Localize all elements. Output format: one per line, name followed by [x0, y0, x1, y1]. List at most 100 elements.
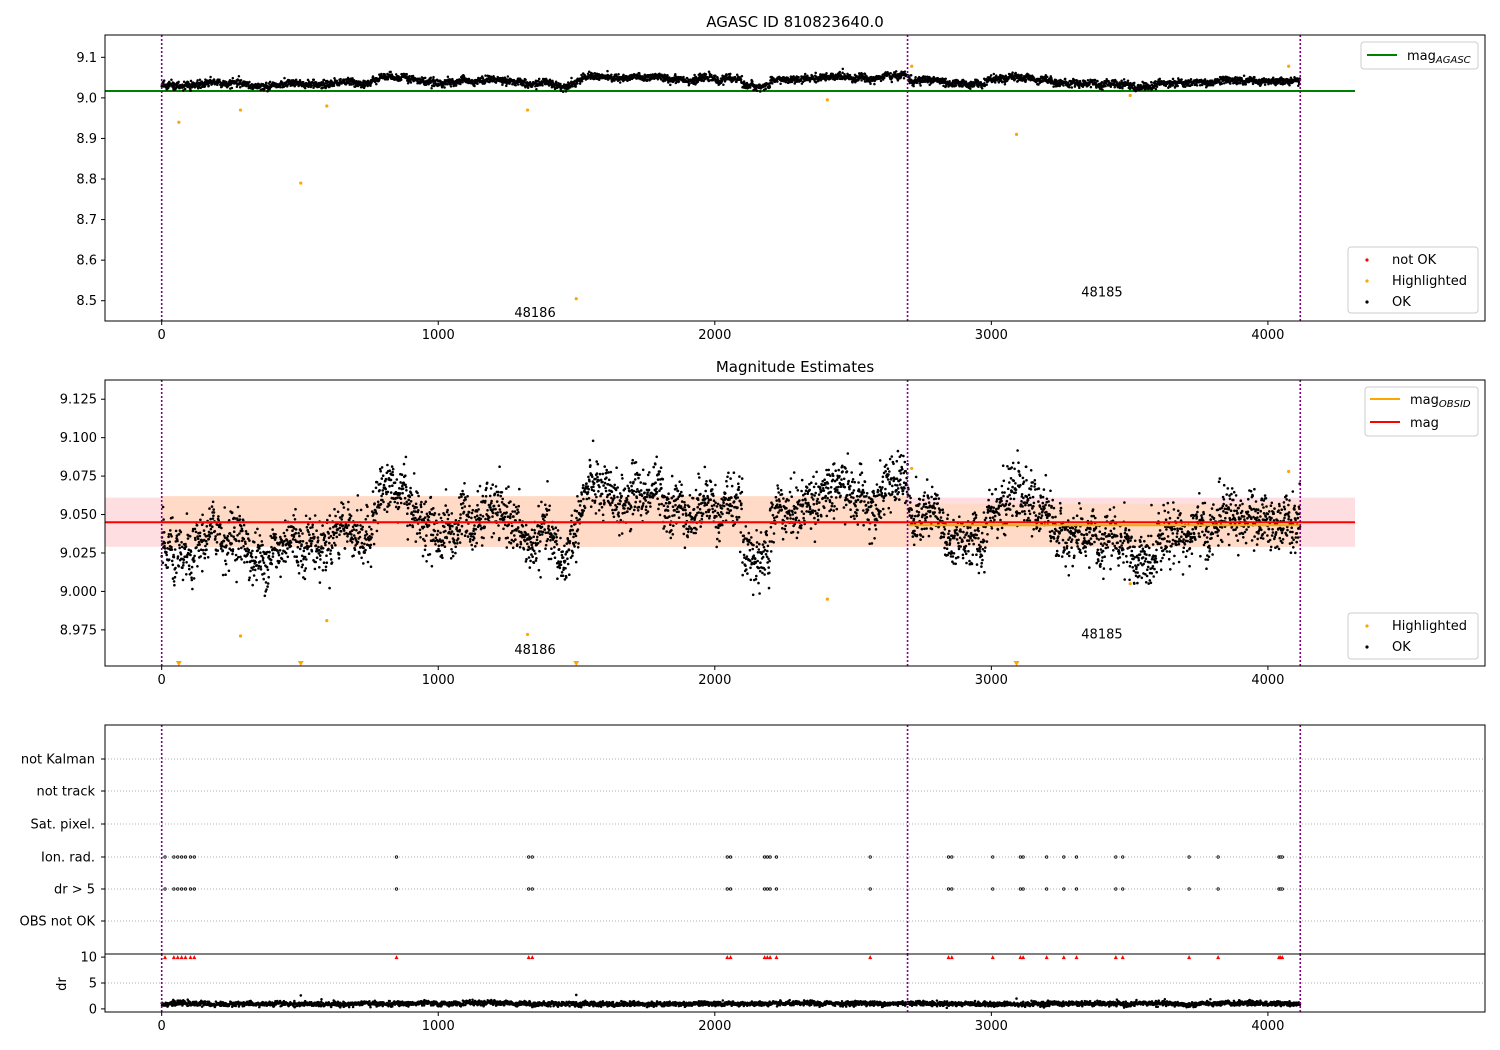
ok-point [270, 562, 274, 566]
ok-point [210, 505, 214, 508]
ok-point [360, 528, 364, 531]
ok-point [216, 523, 219, 527]
ok-point [305, 558, 308, 561]
ok-point [992, 72, 996, 76]
ok-point [526, 86, 530, 89]
ok-point [347, 500, 350, 504]
ok-point [301, 540, 305, 543]
highlighted-point [1014, 132, 1019, 136]
ok-point [187, 564, 191, 567]
ok-point [316, 536, 320, 539]
ok-point [286, 555, 290, 559]
ok-point [704, 73, 708, 76]
ok-point [238, 86, 242, 89]
ok-point [382, 483, 386, 487]
ok-point [226, 534, 230, 538]
ok-point [1096, 80, 1099, 83]
ok-point [386, 77, 390, 80]
highlighted-point [325, 104, 329, 108]
ok-point [212, 514, 215, 518]
ok-point [574, 85, 577, 88]
ok-point [362, 546, 365, 550]
ok-point [1122, 78, 1126, 81]
obsid-label-48186: 48186 [514, 306, 555, 321]
ok-point [176, 539, 179, 543]
ok-point [380, 72, 383, 76]
ok-point [224, 559, 227, 563]
ok-point [189, 79, 193, 83]
ok-point [954, 84, 958, 87]
ok-point [223, 506, 226, 509]
ok-point [1176, 84, 1179, 88]
ok-point [307, 545, 311, 548]
ok-point [253, 568, 257, 572]
ok-point [274, 536, 278, 539]
x-tick-label: 4000 [1251, 328, 1284, 343]
ok-point [366, 514, 370, 518]
ok-point [322, 561, 326, 564]
ok-point [722, 83, 725, 87]
ok-point [201, 548, 205, 552]
ok-point [666, 74, 669, 77]
ok-point [372, 542, 376, 546]
ok-point [1180, 78, 1183, 81]
ok-point [324, 568, 328, 572]
ok-point [894, 70, 898, 73]
ok-point [729, 72, 732, 76]
ok-point [165, 553, 168, 557]
ok-point [399, 78, 403, 81]
ok-point [688, 82, 691, 86]
ok-point [334, 514, 337, 518]
ok-point [334, 543, 337, 547]
ok-point [259, 551, 262, 554]
x-tick-label: 0 [158, 328, 166, 343]
ok-point [191, 587, 194, 591]
ok-point [218, 78, 221, 81]
ok-point [1171, 84, 1175, 87]
ok-point [297, 531, 300, 535]
ok-point [227, 539, 230, 543]
ok-point [338, 533, 341, 536]
ok-point [193, 559, 196, 562]
ok-point [207, 530, 211, 534]
ok-point [188, 535, 192, 538]
legend-label-main: mag [1407, 49, 1436, 64]
ok-point [247, 578, 251, 582]
ok-point [182, 80, 186, 83]
ok-point [282, 531, 286, 535]
ok-point [263, 88, 266, 91]
ok-point [379, 482, 382, 486]
ok-point [299, 539, 302, 543]
ok-point [371, 533, 374, 536]
ok-point [350, 541, 354, 544]
ok-point [1078, 79, 1082, 83]
ok-point [170, 535, 173, 538]
ok-point [198, 531, 202, 535]
ok-point [232, 535, 235, 538]
ok-point [204, 539, 208, 543]
ok-point [176, 555, 180, 558]
ok-point [174, 566, 177, 570]
ok-point [606, 69, 609, 73]
ok-point [235, 580, 238, 584]
ok-point [262, 561, 266, 564]
highlighted-point [574, 297, 578, 301]
ok-point [335, 535, 339, 539]
ok-point [890, 80, 894, 84]
ok-point [177, 565, 181, 568]
ok-point [198, 534, 202, 538]
ok-point [841, 67, 845, 71]
ok-point [359, 524, 362, 527]
ok-point [1045, 75, 1049, 79]
ok-point [194, 538, 197, 542]
ok-point [321, 569, 325, 572]
ok-point [233, 526, 236, 529]
ok-point [237, 74, 241, 78]
ok-point [183, 87, 187, 91]
ok-point [329, 549, 333, 552]
ok-point [318, 566, 321, 569]
ok-point [250, 552, 253, 556]
ok-point [266, 582, 270, 585]
ok-point [334, 525, 338, 528]
ok-point [199, 518, 202, 522]
